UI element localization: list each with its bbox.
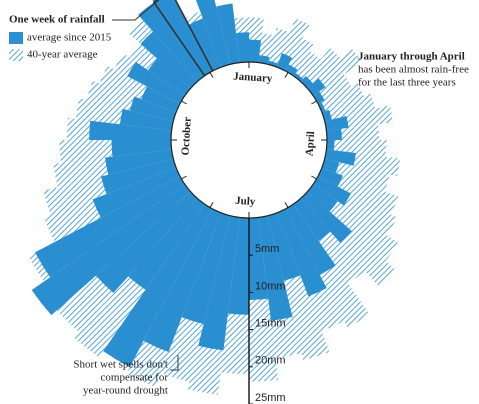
bar: [276, 209, 327, 297]
bar: [293, 72, 304, 82]
bar: [31, 184, 191, 316]
hatched-bar: [300, 48, 341, 89]
annotation: has been almost rain-free: [358, 64, 469, 76]
bar: [92, 167, 180, 218]
month-tick: [209, 72, 214, 78]
bar: [236, 32, 249, 63]
month-tick: [209, 202, 214, 208]
month-tick: [181, 175, 187, 180]
bar: [249, 39, 262, 63]
bar: [111, 140, 172, 157]
tick-label: 15mm: [255, 318, 286, 330]
tick-label: 10mm: [255, 280, 286, 292]
bar: [307, 78, 326, 96]
month-tick: [311, 100, 317, 105]
bar: [285, 64, 298, 76]
annotation: compensate for: [101, 372, 169, 384]
month-label: April: [304, 131, 317, 157]
bar: [129, 96, 177, 122]
bar: [307, 184, 338, 212]
inner-circle: [170, 61, 328, 219]
bar: [249, 217, 269, 300]
bar: [35, 176, 185, 278]
bar: [216, 3, 240, 65]
month-tick: [284, 202, 289, 208]
annotation: January through April: [358, 51, 465, 63]
bar: [293, 198, 331, 241]
bar: [285, 204, 336, 275]
bar: [101, 158, 177, 195]
bar: [105, 149, 174, 175]
bar: [326, 128, 342, 140]
month-tick: [284, 72, 289, 78]
bar: [321, 158, 340, 173]
bar: [318, 167, 343, 187]
bar: [198, 215, 240, 351]
bar: [140, 31, 198, 89]
bar: [103, 204, 213, 368]
bar: [128, 198, 205, 290]
hatched-bar: [267, 28, 290, 68]
month-tick: [311, 175, 317, 180]
hatched-bar: [285, 37, 315, 76]
bar: [119, 108, 174, 131]
bar: [138, 2, 205, 82]
annotation: Short wet spells don't: [73, 359, 168, 371]
bar: [276, 53, 293, 71]
month-label: October: [179, 117, 193, 156]
bar: [258, 55, 270, 65]
legend-label: average since 2015: [27, 32, 112, 44]
tick-label: 25mm: [255, 392, 286, 404]
hatched-bar: [321, 93, 376, 122]
month-tick: [181, 100, 187, 105]
bar: [324, 149, 356, 166]
month-label: January: [233, 70, 273, 84]
bar: [195, 0, 231, 68]
month-label: July: [235, 195, 256, 208]
tick-label: 20mm: [255, 355, 286, 367]
bar: [324, 115, 349, 131]
tick-label: 5mm: [255, 243, 279, 255]
legend-title: One week of rainfall: [9, 14, 105, 26]
annotation: for the last three years: [358, 77, 456, 89]
bar: [152, 0, 213, 76]
bar: [313, 91, 325, 104]
bar: [313, 176, 352, 206]
bar: [300, 76, 313, 89]
bar: [127, 61, 185, 104]
bar: [143, 209, 222, 353]
legend-swatch: [9, 32, 23, 44]
hatched-bar: [293, 51, 321, 82]
annotation: year-round drought: [83, 385, 168, 397]
legend-swatch: [9, 49, 23, 61]
bar: [89, 120, 172, 140]
hatched-bar: [326, 140, 387, 157]
overlay: January April July October 5mm 10mm 15mm 20mm 25…: [9, 0, 469, 404]
bar: [181, 212, 231, 325]
bar: [95, 191, 198, 294]
bar: [141, 86, 180, 113]
leader-line: [170, 355, 179, 371]
bars: [28, 0, 401, 395]
bar: [148, 58, 191, 96]
bar: [318, 102, 326, 113]
bar: [300, 191, 352, 243]
bar: [267, 212, 301, 281]
legend-label: 40-year average: [27, 49, 98, 61]
hatched-bar: [318, 83, 364, 113]
bar: [188, 18, 222, 71]
hatched-bar: [313, 74, 352, 104]
bar: [258, 215, 293, 321]
leader-line: [112, 0, 160, 21]
bar: [267, 60, 278, 68]
bar: [326, 140, 335, 151]
hatched-bar: [321, 158, 390, 192]
bar: [227, 217, 249, 315]
